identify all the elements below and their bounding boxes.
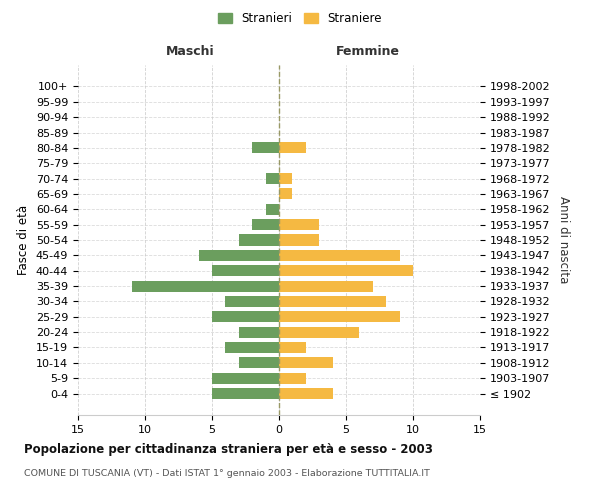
Bar [226, 342, 279, 353]
Bar [279, 250, 400, 261]
Bar [279, 326, 359, 338]
Bar [279, 388, 332, 399]
Bar [252, 219, 279, 230]
Y-axis label: Fasce di età: Fasce di età [17, 205, 31, 275]
Bar [212, 388, 279, 399]
Bar [279, 173, 292, 184]
Bar [279, 296, 386, 307]
Bar [131, 280, 279, 291]
Bar [226, 296, 279, 307]
Bar [279, 219, 319, 230]
Legend: Stranieri, Straniere: Stranieri, Straniere [214, 8, 386, 28]
Bar [279, 342, 306, 353]
Text: COMUNE DI TUSCANIA (VT) - Dati ISTAT 1° gennaio 2003 - Elaborazione TUTTITALIA.I: COMUNE DI TUSCANIA (VT) - Dati ISTAT 1° … [24, 468, 430, 477]
Bar [279, 280, 373, 291]
Bar [279, 142, 306, 154]
Bar [212, 372, 279, 384]
Bar [279, 188, 292, 200]
Bar [279, 312, 400, 322]
Bar [239, 326, 279, 338]
Bar [239, 358, 279, 368]
Bar [212, 265, 279, 276]
Y-axis label: Anni di nascita: Anni di nascita [557, 196, 570, 284]
Text: Popolazione per cittadinanza straniera per età e sesso - 2003: Popolazione per cittadinanza straniera p… [24, 442, 433, 456]
Bar [252, 142, 279, 154]
Text: Femmine: Femmine [335, 45, 400, 58]
Bar [279, 234, 319, 246]
Bar [199, 250, 279, 261]
Bar [279, 372, 306, 384]
Bar [212, 312, 279, 322]
Text: Maschi: Maschi [166, 45, 215, 58]
Bar [266, 173, 279, 184]
Bar [279, 358, 332, 368]
Bar [266, 204, 279, 215]
Bar [279, 265, 413, 276]
Bar [239, 234, 279, 246]
